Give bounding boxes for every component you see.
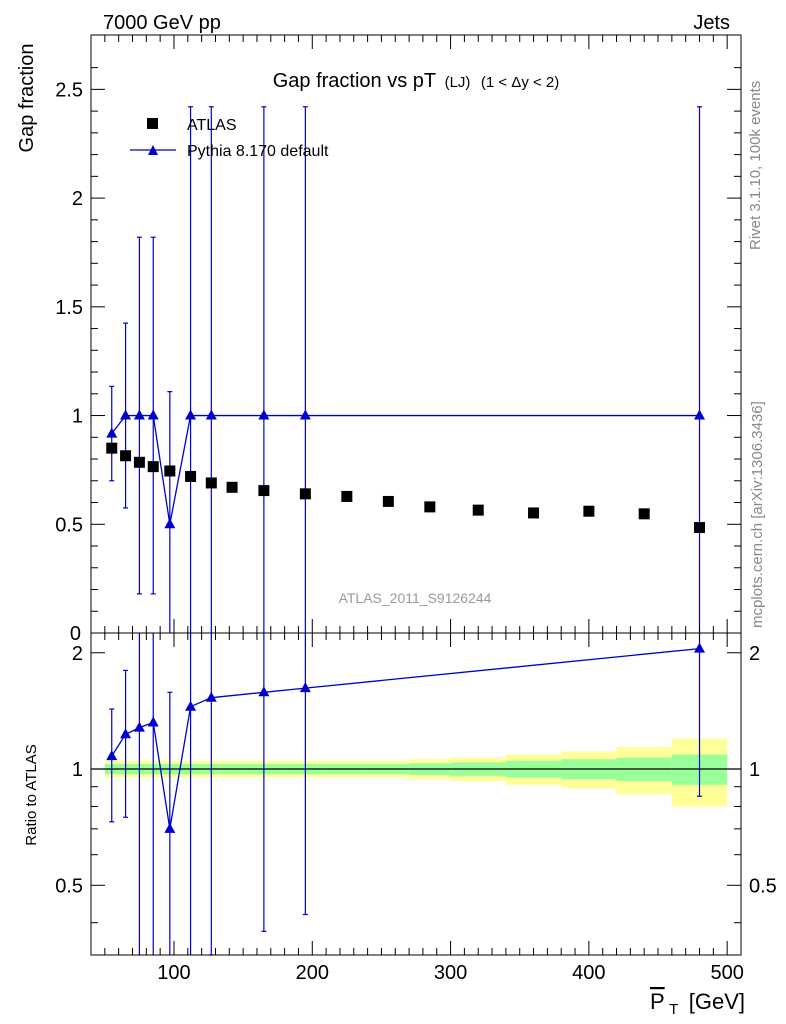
pythia-point bbox=[258, 409, 270, 420]
atlas-point bbox=[583, 505, 595, 517]
main-y-tick-label: 2 bbox=[72, 188, 83, 210]
ratio-point bbox=[120, 728, 132, 739]
atlas-point bbox=[147, 461, 159, 473]
legend-pythia-marker bbox=[148, 145, 158, 155]
pythia-point bbox=[133, 409, 145, 420]
main-y-axis-label: Gap fraction bbox=[16, 44, 38, 153]
plot-title-cut: (1 < Δy < 2) bbox=[481, 74, 559, 91]
x-tick-label: 200 bbox=[296, 962, 329, 984]
ratio-y-tick-label-right: 2 bbox=[749, 643, 760, 665]
pythia-series-line bbox=[111, 414, 700, 525]
ratio-point bbox=[258, 686, 270, 697]
ratio-plot-frame bbox=[90, 632, 742, 956]
pythia-point bbox=[299, 409, 311, 420]
legend-atlas-label: ATLAS bbox=[187, 117, 237, 134]
pythia-point bbox=[164, 518, 176, 529]
analysis-label: ATLAS_2011_S9126244 bbox=[339, 590, 492, 606]
pythia-errorbar bbox=[208, 106, 214, 633]
legend-pythia-label: Pythia 8.170 default bbox=[187, 143, 329, 160]
ratio-errorbar bbox=[109, 708, 115, 823]
x-tick-label: 400 bbox=[572, 962, 605, 984]
ratio-point bbox=[147, 716, 159, 727]
rivet-version-label: Rivet 3.1.10, 100k events bbox=[747, 81, 764, 250]
main-y-origin-label: 0 bbox=[70, 623, 81, 645]
ratio-errorbar bbox=[302, 633, 308, 916]
main-y-tick-label: 1.5 bbox=[55, 297, 83, 319]
x-tick-label: 500 bbox=[710, 962, 743, 984]
main-y-tick-label: 1 bbox=[72, 406, 83, 428]
ratio-point bbox=[205, 691, 217, 702]
ratio-point bbox=[299, 682, 311, 693]
category-label: Jets bbox=[693, 12, 730, 34]
energy-label: 7000 GeV pp bbox=[103, 12, 221, 34]
ratio-y-tick-label-right: 1 bbox=[749, 759, 760, 781]
ratio-y-tick-label: 0.5 bbox=[55, 875, 83, 897]
atlas-point bbox=[133, 456, 145, 468]
atlas-point bbox=[528, 507, 540, 519]
pythia-point bbox=[106, 427, 118, 438]
ratio-point bbox=[694, 642, 706, 653]
atlas-point bbox=[638, 508, 650, 520]
x-axis-label-symbol: P bbox=[650, 989, 665, 1014]
ratio-point bbox=[133, 721, 145, 732]
main-plot-panel: 0.5 1 1.5 2 2.5 0 Gap fraction vs pT (LJ) (1 … bbox=[16, 34, 742, 645]
atlas-point bbox=[299, 488, 311, 500]
atlas-point bbox=[382, 495, 394, 507]
plot-title-sub: (LJ) bbox=[445, 74, 471, 91]
ratio-errorbar bbox=[208, 633, 214, 956]
ratio-errorbar bbox=[697, 633, 703, 797]
plot-title-main: Gap fraction vs pT bbox=[273, 70, 436, 92]
main-axes: 0.5 1 1.5 2 2.5 0 bbox=[55, 35, 741, 645]
ratio-plot-content bbox=[91, 633, 741, 956]
legend-atlas-marker bbox=[147, 118, 158, 129]
ratio-errorbar bbox=[261, 633, 267, 932]
atlas-point bbox=[226, 481, 238, 493]
plot-title: Gap fraction vs pT (LJ) (1 < Δy < 2) bbox=[273, 70, 560, 92]
x-tick-label: 100 bbox=[157, 962, 190, 984]
atlas-point bbox=[694, 522, 706, 534]
pythia-errorbar bbox=[261, 106, 267, 633]
ratio-y-axis-label: Ratio to ATLAS bbox=[23, 744, 40, 845]
x-tick-label: 300 bbox=[434, 962, 467, 984]
ratio-y-tick-label-right: 0.5 bbox=[749, 875, 777, 897]
atlas-point bbox=[424, 501, 436, 513]
pythia-point bbox=[694, 409, 706, 420]
atlas-point bbox=[185, 470, 197, 482]
atlas-point bbox=[106, 442, 118, 454]
ratio-errorbar bbox=[123, 669, 129, 818]
ratio-point bbox=[106, 750, 118, 761]
pythia-point bbox=[205, 409, 217, 420]
ratio-point bbox=[185, 700, 197, 711]
pythia-point bbox=[147, 409, 159, 420]
x-axis-label-subscript: T bbox=[669, 1001, 678, 1018]
mcplots-label: mcplots.cern.ch [arXiv:1306.3436] bbox=[749, 401, 766, 628]
atlas-point bbox=[472, 504, 484, 516]
main-y-tick-label: 2.5 bbox=[55, 79, 83, 101]
ratio-axes: 0.5 0.5 1 1 2 2 100 200 300 400 500 bbox=[55, 633, 777, 984]
atlas-point bbox=[164, 465, 176, 477]
main-y-tick-label: 0.5 bbox=[55, 514, 83, 536]
legend: ATLAS Pythia 8.170 default bbox=[130, 117, 329, 160]
ratio-series-line bbox=[111, 647, 700, 829]
ratio-point bbox=[164, 822, 176, 833]
x-axis-label: P T [GeV] bbox=[650, 989, 745, 1018]
ratio-plot-panel: 0.5 0.5 1 1 2 2 100 200 300 400 500 Ratio to ATLAS… bbox=[23, 632, 777, 1018]
pythia-errorbar bbox=[302, 106, 308, 633]
atlas-point bbox=[120, 450, 132, 462]
x-axis-label-unit: [GeV] bbox=[689, 989, 745, 1014]
atlas-point bbox=[258, 485, 270, 497]
pythia-point bbox=[185, 409, 197, 420]
atlas-point bbox=[205, 477, 217, 489]
pythia-point bbox=[120, 409, 132, 420]
pythia-errorbar bbox=[188, 106, 194, 633]
ratio-y-tick-label: 1 bbox=[72, 759, 83, 781]
pythia-errorbar bbox=[697, 106, 703, 633]
ratio-y-tick-label: 2 bbox=[72, 643, 83, 665]
atlas-point bbox=[341, 490, 353, 502]
main-plot-content bbox=[106, 106, 706, 633]
pythia-errorbar bbox=[167, 391, 173, 633]
